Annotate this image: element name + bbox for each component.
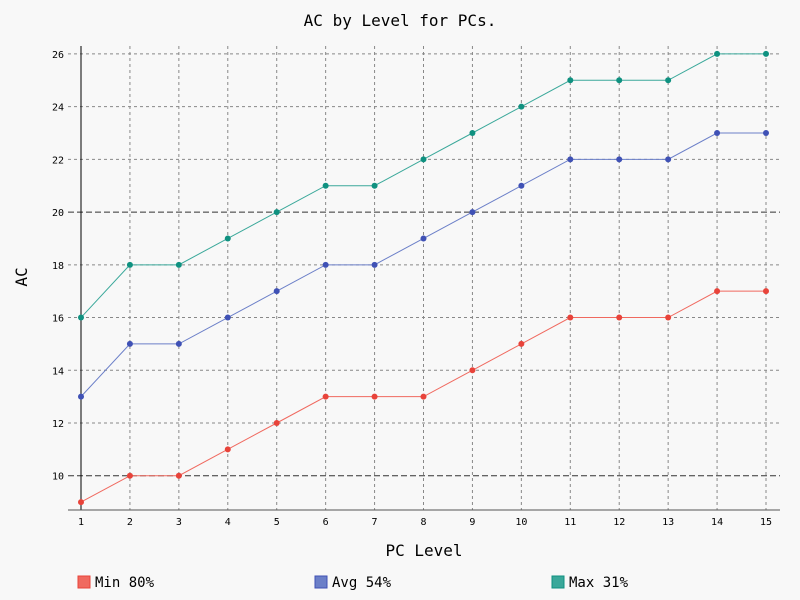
data-point: [224, 314, 231, 321]
x-tick-label: 10: [515, 517, 527, 528]
x-tick-label: 11: [564, 517, 576, 528]
data-point: [420, 235, 427, 242]
x-tick-label: 5: [274, 517, 280, 528]
data-point: [714, 130, 721, 136]
data-point: [78, 393, 84, 400]
data-point: [469, 367, 476, 374]
data-point: [665, 156, 672, 163]
data-point: [78, 499, 84, 506]
x-tick-label: 9: [469, 517, 475, 528]
y-axis-label: AC: [12, 267, 31, 286]
x-tick-label: 2: [127, 517, 133, 528]
y-tick-label: 22: [52, 155, 64, 166]
chart-title: AC by Level for PCs.: [304, 11, 497, 30]
x-tick-label: 7: [372, 517, 378, 528]
legend-label: Avg 54%: [332, 575, 392, 591]
x-tick-label: 14: [711, 517, 723, 528]
y-tick-label: 26: [52, 50, 64, 61]
data-point: [78, 314, 84, 321]
y-tick-label: 24: [52, 103, 64, 114]
data-point: [567, 314, 574, 321]
y-tick-label: 18: [52, 261, 64, 272]
data-point: [469, 130, 476, 136]
data-point: [567, 77, 574, 84]
x-tick-label: 3: [176, 517, 182, 528]
x-axis-label: PC Level: [385, 541, 462, 560]
data-point: [567, 156, 574, 163]
data-point: [714, 288, 721, 295]
legend-swatch: [77, 575, 91, 589]
y-tick-label: 16: [52, 314, 64, 325]
data-point: [518, 103, 525, 110]
data-point: [175, 340, 182, 347]
data-point: [224, 446, 231, 453]
data-point: [616, 314, 623, 321]
data-point: [126, 472, 133, 479]
x-tick-label: 15: [760, 517, 772, 528]
data-point: [763, 130, 769, 136]
data-point: [371, 182, 378, 189]
x-tick-label: 1: [78, 517, 84, 528]
data-point: [518, 182, 525, 189]
y-tick-labels: 10 12 14 16 18 20 22 24 26: [52, 50, 64, 483]
series-group: [78, 50, 769, 506]
data-point: [518, 340, 525, 347]
x-tick-label: 6: [323, 517, 329, 528]
data-point: [714, 50, 721, 57]
data-point: [175, 261, 182, 268]
data-point: [371, 393, 378, 400]
y-tick-label: 12: [52, 419, 64, 430]
data-point: [665, 77, 672, 84]
data-point: [126, 340, 133, 347]
x-tick-label: 8: [420, 517, 426, 528]
data-point: [371, 261, 378, 268]
legend: Min 80% Avg 54% Max 31%: [77, 575, 629, 591]
axes: [68, 46, 780, 511]
legend-label: Min 80%: [95, 575, 155, 591]
x-tick-labels: 1 2 3 4 5 6 7 8 9 10 11 12 13 14 15: [78, 517, 772, 528]
data-point: [224, 235, 231, 242]
data-point: [616, 77, 623, 84]
data-point: [273, 420, 280, 426]
data-point: [273, 288, 280, 295]
data-point: [420, 156, 427, 163]
y-tick-label: 10: [52, 472, 64, 483]
x-tick-label: 12: [613, 517, 625, 528]
x-tick-label: 4: [225, 517, 231, 528]
data-point: [126, 261, 133, 268]
legend-swatch: [551, 575, 565, 589]
data-point: [665, 314, 672, 321]
data-point: [469, 209, 476, 216]
y-tick-label: 14: [52, 366, 64, 377]
legend-swatch: [314, 575, 328, 589]
data-point: [322, 393, 329, 400]
y-tick-label: 20: [52, 208, 64, 219]
data-point: [420, 393, 427, 400]
x-tick-label: 13: [662, 517, 674, 528]
grid: [68, 46, 780, 510]
data-point: [273, 209, 280, 216]
data-point: [616, 156, 623, 163]
legend-label: Max 31%: [569, 575, 629, 591]
data-point: [175, 472, 182, 479]
data-point: [322, 182, 329, 189]
data-point: [322, 261, 329, 268]
data-point: [763, 50, 769, 57]
data-point: [763, 288, 769, 295]
